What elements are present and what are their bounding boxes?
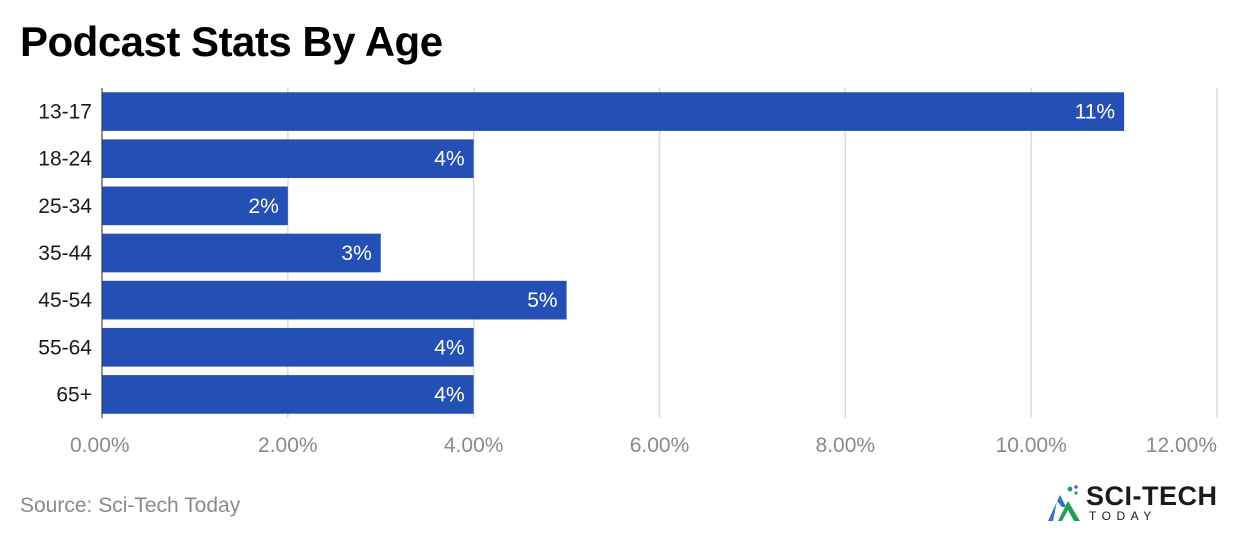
x-tick-label-4: 8.00% <box>816 434 876 457</box>
category-label-65+: 65+ <box>56 383 92 406</box>
x-tick-label-3: 6.00% <box>630 434 690 457</box>
category-label-45-54: 45-54 <box>38 289 92 312</box>
data-label-65+: 4% <box>434 383 464 406</box>
data-label-45-54: 5% <box>527 289 557 312</box>
data-label-35-44: 3% <box>341 242 371 265</box>
bar-25-34 <box>102 186 288 226</box>
data-label-18-24: 4% <box>434 148 464 171</box>
category-label-35-44: 35-44 <box>38 242 92 265</box>
logo-wordmark: SCI-TECH <box>1086 481 1218 511</box>
logo-subtext: TODAY <box>1089 509 1157 523</box>
source-caption: Source: Sci-Tech Today <box>20 494 241 517</box>
x-tick-label-2: 4.00% <box>444 434 504 457</box>
sci-tech-logo: SCI-TECH TODAY <box>1046 481 1226 527</box>
x-tick-label-1: 2.00% <box>258 434 318 457</box>
data-label-55-64: 4% <box>434 336 464 359</box>
bar-45-54 <box>102 280 567 320</box>
mountain-logo-icon <box>1048 485 1080 521</box>
category-label-55-64: 55-64 <box>38 336 92 359</box>
bar-55-64 <box>102 327 474 367</box>
chart-title: Podcast Stats By Age <box>20 18 443 65</box>
category-label-18-24: 18-24 <box>38 148 92 171</box>
category-label-13-17: 13-17 <box>38 101 92 124</box>
bar-18-24 <box>102 139 474 179</box>
category-label-25-34: 25-34 <box>38 195 92 218</box>
bar-35-44 <box>102 233 381 273</box>
x-tick-label-6: 12.00% <box>1146 434 1217 457</box>
bar-13-17 <box>102 92 1125 131</box>
bar-65+ <box>102 375 474 414</box>
x-tick-label-0: 0.00% <box>70 434 130 457</box>
data-label-13-17: 11% <box>1075 101 1115 124</box>
x-tick-label-5: 10.00% <box>996 434 1067 457</box>
bar-chart: 13-17 11% 18-24 4% 25-34 2% 35-44 3% 45-54 5% 55-6… <box>38 88 1218 457</box>
data-label-25-34: 2% <box>248 195 278 218</box>
